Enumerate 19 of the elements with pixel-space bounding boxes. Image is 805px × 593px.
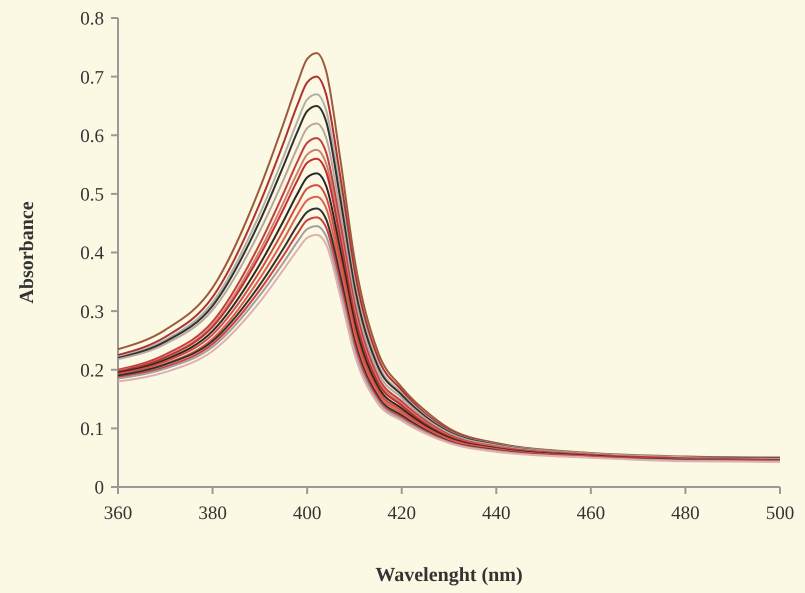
y-tick-label: 0.4 bbox=[80, 243, 104, 264]
x-tick-label: 460 bbox=[576, 503, 606, 524]
x-tick-label: 500 bbox=[766, 503, 794, 524]
x-tick-label: 360 bbox=[104, 503, 132, 524]
y-tick-label: 0.2 bbox=[80, 360, 104, 382]
x-tick-label: 440 bbox=[482, 503, 511, 524]
y-axis-title: Absorbance bbox=[16, 201, 38, 304]
x-axis-title: Wavelenght (nm) bbox=[375, 564, 523, 586]
x-tick-label: 400 bbox=[292, 503, 322, 524]
y-tick-label: 0.1 bbox=[80, 419, 104, 440]
x-tick-label: 480 bbox=[671, 503, 700, 524]
y-tick-label: 0.8 bbox=[80, 8, 104, 30]
y-tick-label: 0.7 bbox=[80, 67, 104, 88]
y-tick-label: 0.3 bbox=[80, 302, 104, 323]
y-tick-label: 0.5 bbox=[80, 184, 104, 206]
y-tick-label: 0 bbox=[94, 478, 104, 499]
x-tick-label: 420 bbox=[387, 503, 416, 524]
y-tick-label: 0.6 bbox=[80, 126, 104, 147]
x-tick-label: 380 bbox=[198, 503, 227, 524]
